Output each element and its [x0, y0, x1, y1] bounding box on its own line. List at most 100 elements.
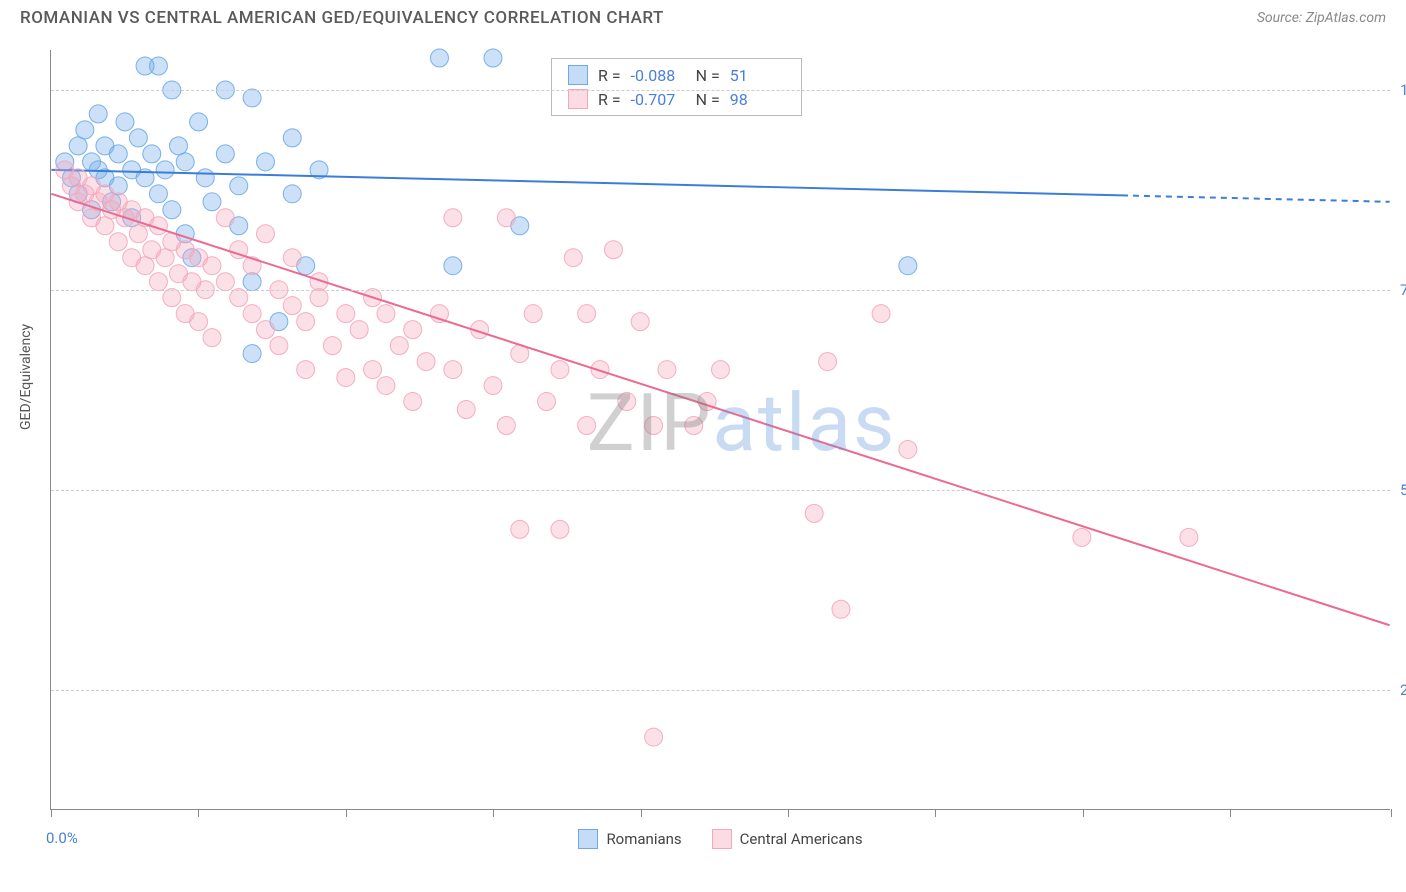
data-point — [444, 257, 462, 275]
data-point — [243, 345, 261, 363]
chart-title: ROMANIAN VS CENTRAL AMERICAN GED/EQUIVAL… — [20, 8, 664, 28]
data-point — [1180, 528, 1198, 546]
data-point — [270, 337, 288, 355]
data-point — [497, 417, 515, 435]
data-point — [364, 361, 382, 379]
y-tick-label: 50.0% — [1400, 481, 1406, 499]
scatter-svg — [51, 50, 1390, 809]
data-point — [109, 145, 127, 163]
data-point — [196, 169, 214, 187]
data-point — [116, 113, 134, 131]
data-point — [404, 321, 422, 339]
stat-n-label: N = — [696, 66, 720, 85]
x-tick — [51, 809, 52, 817]
data-point — [899, 257, 917, 275]
data-point — [658, 361, 676, 379]
data-point — [156, 161, 174, 179]
trend-line — [51, 194, 1389, 625]
data-point — [170, 137, 188, 155]
data-point — [190, 313, 208, 331]
stat-n-label: N = — [696, 90, 720, 109]
y-tick-label: 25.0% — [1400, 681, 1406, 699]
data-point — [283, 249, 301, 267]
data-point — [149, 185, 167, 203]
x-tick — [493, 809, 494, 817]
gridline — [51, 290, 1390, 291]
data-point — [524, 305, 542, 323]
data-point — [129, 225, 147, 243]
data-point — [96, 217, 114, 235]
data-point — [497, 209, 515, 227]
data-point — [484, 49, 502, 67]
data-point — [805, 504, 823, 522]
data-point — [444, 209, 462, 227]
data-point — [564, 249, 582, 267]
data-point — [832, 600, 850, 618]
legend-swatch — [568, 65, 588, 85]
x-tick — [346, 809, 347, 817]
legend-swatch — [712, 829, 732, 849]
data-point — [578, 417, 596, 435]
gridline — [51, 690, 1390, 691]
chart-plot-area: ZIPatlas R = -0.088N = 51R = -0.707N = 9… — [50, 50, 1390, 810]
stat-r-value: -0.707 — [631, 90, 686, 109]
data-point — [89, 105, 107, 123]
data-point — [578, 305, 596, 323]
data-point — [350, 321, 368, 339]
data-point — [511, 520, 529, 538]
data-point — [551, 520, 569, 538]
data-point — [337, 369, 355, 387]
x-tick — [198, 809, 199, 817]
gridline — [51, 90, 1390, 91]
data-point — [390, 337, 408, 355]
data-point — [1073, 528, 1091, 546]
data-point — [216, 209, 234, 227]
data-point — [216, 273, 234, 291]
data-point — [156, 249, 174, 267]
x-tick — [641, 809, 642, 817]
y-tick-label: 100.0% — [1400, 81, 1406, 99]
y-axis-label: GED/Equivalency — [18, 324, 34, 430]
data-point — [163, 201, 181, 219]
data-point — [143, 145, 161, 163]
data-point — [283, 297, 301, 315]
data-point — [872, 305, 890, 323]
data-point — [631, 313, 649, 331]
data-point — [604, 241, 622, 259]
legend-label: Central Americans — [740, 830, 863, 848]
data-point — [645, 728, 663, 746]
stats-legend: R = -0.088N = 51 R = -0.707 N = 98 — [551, 58, 802, 116]
data-point — [819, 353, 837, 371]
x-tick — [788, 809, 789, 817]
data-point — [404, 393, 422, 411]
trend-line-dashed — [1122, 195, 1390, 201]
data-point — [243, 89, 261, 107]
data-point — [257, 321, 275, 339]
data-point — [685, 417, 703, 435]
data-point — [230, 289, 248, 307]
data-point — [297, 313, 315, 331]
data-point — [176, 153, 194, 171]
series-legend: Romanians Central Americans — [51, 829, 1390, 849]
stat-n-value: 98 — [730, 90, 785, 109]
legend-label: Romanians — [606, 830, 681, 848]
data-point — [203, 257, 221, 275]
data-point — [243, 273, 261, 291]
stat-r-label: R = — [598, 90, 621, 109]
data-point — [444, 361, 462, 379]
data-point — [618, 393, 636, 411]
data-point — [337, 305, 355, 323]
data-point — [457, 401, 475, 419]
x-tick — [1083, 809, 1084, 817]
y-tick-label: 75.0% — [1400, 281, 1406, 299]
data-point — [109, 233, 127, 251]
legend-item: Central Americans — [712, 829, 863, 849]
data-point — [417, 353, 435, 371]
data-point — [230, 177, 248, 195]
data-point — [257, 225, 275, 243]
gridline — [51, 490, 1390, 491]
data-point — [283, 129, 301, 147]
data-point — [377, 305, 395, 323]
legend-swatch — [578, 829, 598, 849]
stats-legend-row: R = -0.088N = 51 — [568, 63, 785, 87]
